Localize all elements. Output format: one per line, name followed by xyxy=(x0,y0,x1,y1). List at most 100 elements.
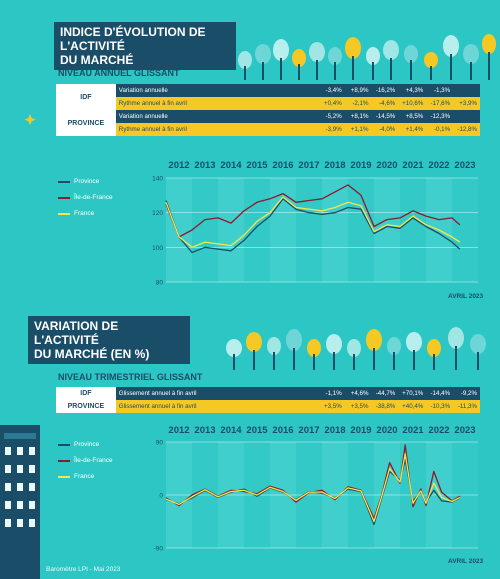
year-band xyxy=(348,178,374,282)
section2-title: Variation de l'activité du marché (en %) xyxy=(28,316,190,364)
year-tick-label: 2022 xyxy=(428,160,450,171)
table-cell: -38,8% xyxy=(371,400,399,413)
year-tick-label: 2015 xyxy=(246,425,268,436)
table-cell: -12,8% xyxy=(453,123,480,136)
decor-moon xyxy=(0,106,36,134)
table-cell: +3,5% xyxy=(317,400,345,413)
table-cell: -3,9% xyxy=(317,123,345,136)
y-tick-label: -90 xyxy=(154,546,164,553)
table-cell: -1,1% xyxy=(317,387,345,400)
legend-item-france: France xyxy=(58,473,113,480)
year-tick-label: 2021 xyxy=(402,160,424,171)
table-cell xyxy=(453,84,480,97)
table-row: PROVINCE Variation annuelle -5,2% +8,1% … xyxy=(56,110,480,136)
table-cell: +4,3% xyxy=(398,84,427,97)
year-band xyxy=(296,178,322,282)
legend-label: Île-de-France xyxy=(74,194,113,201)
table-cell: +40,4% xyxy=(398,400,427,413)
year-band xyxy=(166,178,192,282)
table-cell: +8,5% xyxy=(398,110,427,123)
table-row: Rythme annuel à fin avril +0,4% -2,1% -4… xyxy=(56,97,480,110)
year-tick-label: 2017 xyxy=(298,160,320,171)
table-cell: -16,2% xyxy=(371,84,399,97)
year-tick-label: 2017 xyxy=(298,425,320,436)
table-cell: -12,3% xyxy=(426,110,454,123)
table-row: IDF Glissement annuel à fin avril -1,1% … xyxy=(56,387,480,400)
table-cell: +8,1% xyxy=(344,110,372,123)
legend-item-france: France xyxy=(58,210,113,217)
table-cell: +70,1% xyxy=(398,387,427,400)
table-cell: -4,0% xyxy=(371,123,399,136)
table-cell: +3,5% xyxy=(344,400,372,413)
table-cell: +1,1% xyxy=(344,123,372,136)
table-cell: +4,6% xyxy=(344,387,372,400)
table-row: Rythme annuel à fin avril -3,9% +1,1% -4… xyxy=(56,123,480,136)
region-label: PROVINCE xyxy=(56,110,116,136)
table-cell: -17,6% xyxy=(426,97,454,110)
region-label: PROVINCE xyxy=(56,400,116,413)
row-label: Glissement annuel à fin avril xyxy=(115,400,318,413)
tree-cluster-top xyxy=(238,34,496,80)
year-tick-label: 2014 xyxy=(220,425,242,436)
decor-trees-top xyxy=(238,34,496,80)
legend-label: France xyxy=(74,210,95,217)
chart1-plot: 80 100 120 140 xyxy=(152,176,478,287)
legend-label: Île-de-France xyxy=(74,457,113,464)
chart1-source: AVRIL 2023 xyxy=(448,293,484,300)
chart2-legend: Province Île-de-France France xyxy=(58,441,113,489)
legend-swatch-france xyxy=(58,212,70,215)
table-cell xyxy=(453,110,480,123)
year-band xyxy=(452,178,478,282)
table-row: PROVINCE Glissement annuel à fin avril +… xyxy=(56,400,480,413)
region-label: IDF xyxy=(56,387,116,400)
year-band xyxy=(270,178,296,282)
year-band xyxy=(218,178,244,282)
section2-title-line1: Variation de l'activité xyxy=(34,319,119,347)
table-cell: -5,2% xyxy=(317,110,345,123)
chart1-legend: Province Île-de-France France xyxy=(58,178,113,226)
year-tick-label: 2012 xyxy=(168,425,190,436)
year-band xyxy=(322,178,348,282)
year-tick-label: 2020 xyxy=(376,160,398,171)
year-tick-label: 2016 xyxy=(272,160,294,171)
year-tick-label: 2019 xyxy=(350,160,372,171)
legend-swatch-province xyxy=(58,443,70,446)
section2-title-line2: du marché (en %) xyxy=(34,347,150,361)
table-cell: +1,4% xyxy=(398,123,427,136)
year-tick-label: 2013 xyxy=(194,160,216,171)
legend-item-idf: Île-de-France xyxy=(58,194,113,201)
region-label: IDF xyxy=(56,84,116,110)
legend-item-province: Province xyxy=(58,441,113,448)
year-tick-label: 2018 xyxy=(324,425,346,436)
legend-item-idf: Île-de-France xyxy=(58,457,113,464)
table-cell: -4,6% xyxy=(371,97,399,110)
chart1-year-axis: 2012 2013 2014 2015 2016 2017 2018 2019 2020 2021… xyxy=(166,160,478,171)
year-band xyxy=(400,178,426,282)
legend-swatch-idf xyxy=(58,459,70,462)
table-cell: -44,7% xyxy=(371,387,399,400)
legend-swatch-province xyxy=(58,180,70,183)
year-tick-label: 2019 xyxy=(350,425,372,436)
table-cell: -10,3% xyxy=(426,400,454,413)
table-cell: -11,3% xyxy=(453,400,480,413)
footer-text: Baromètre LPI - Mai 2023 xyxy=(46,566,121,573)
year-tick-label: 2022 xyxy=(428,425,450,436)
tree-cluster-middle xyxy=(226,327,486,370)
y-tick-label: 0 xyxy=(159,493,163,500)
year-tick-label: 2018 xyxy=(324,160,346,171)
year-tick-label: 2012 xyxy=(168,160,190,171)
decor-building xyxy=(0,425,40,579)
row-label: Rythme annuel à fin avril xyxy=(115,123,318,136)
year-tick-label: 2013 xyxy=(194,425,216,436)
legend-swatch-idf xyxy=(58,196,70,199)
table-cell: -0,1% xyxy=(426,123,454,136)
section1-table: IDF Variation annuelle -3,4% +8,9% -16,2… xyxy=(56,84,480,136)
section1-subtitle: Niveau annuel glissant xyxy=(58,68,180,78)
row-label: Rythme annuel à fin avril xyxy=(115,97,318,110)
y-tick-label: 90 xyxy=(156,440,164,447)
year-tick-label: 2020 xyxy=(376,425,398,436)
y-tick-label: 120 xyxy=(152,210,163,217)
series-line-france xyxy=(165,196,461,248)
table-cell: -9,2% xyxy=(453,387,480,400)
legend-item-province: Province xyxy=(58,178,113,185)
